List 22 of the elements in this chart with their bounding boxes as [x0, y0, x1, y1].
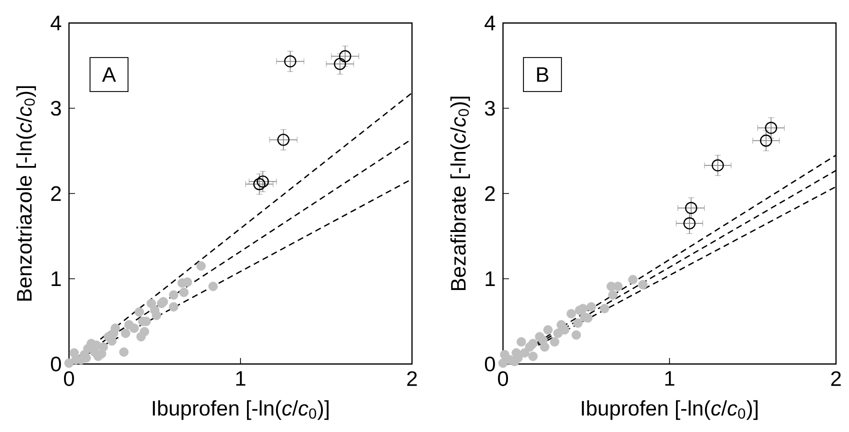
y-axis-title: Benzotriazole [-ln(c/c$_{0}$)]	[16, 86, 36, 301]
annotation: A	[102, 67, 116, 82]
x-tick-label: 2	[831, 371, 841, 386]
x-tick-label: 0	[64, 371, 74, 386]
y-tick-label: 2	[485, 186, 495, 201]
y-tick-label: 2	[51, 186, 61, 201]
y-tick-label: 4	[50, 16, 62, 30]
y-tick-label: 3	[50, 100, 61, 116]
y-tick-label: 4	[484, 16, 496, 30]
y-tick-label: 1	[486, 272, 495, 286]
x-tick-label: 2	[407, 371, 417, 386]
x-axis-title: Ibuprofen [-ln(c/c$_{0}$)]	[582, 400, 758, 420]
y-tick-label: 0	[484, 356, 495, 372]
x-tick-label: 0	[498, 371, 508, 386]
y-tick-label: 0	[50, 356, 61, 372]
annotation: B	[537, 67, 548, 82]
x-axis-title: Ibuprofen [-ln(c/c$_{0}$)]	[152, 400, 329, 420]
y-tick-label: 1	[52, 272, 61, 286]
y-axis-title: Bezafibrate [-ln(c/c$_{0}$)]	[450, 96, 470, 290]
x-tick-label: 1	[665, 371, 674, 386]
x-tick-label: 1	[236, 371, 246, 386]
y-tick-label: 3	[484, 100, 495, 116]
